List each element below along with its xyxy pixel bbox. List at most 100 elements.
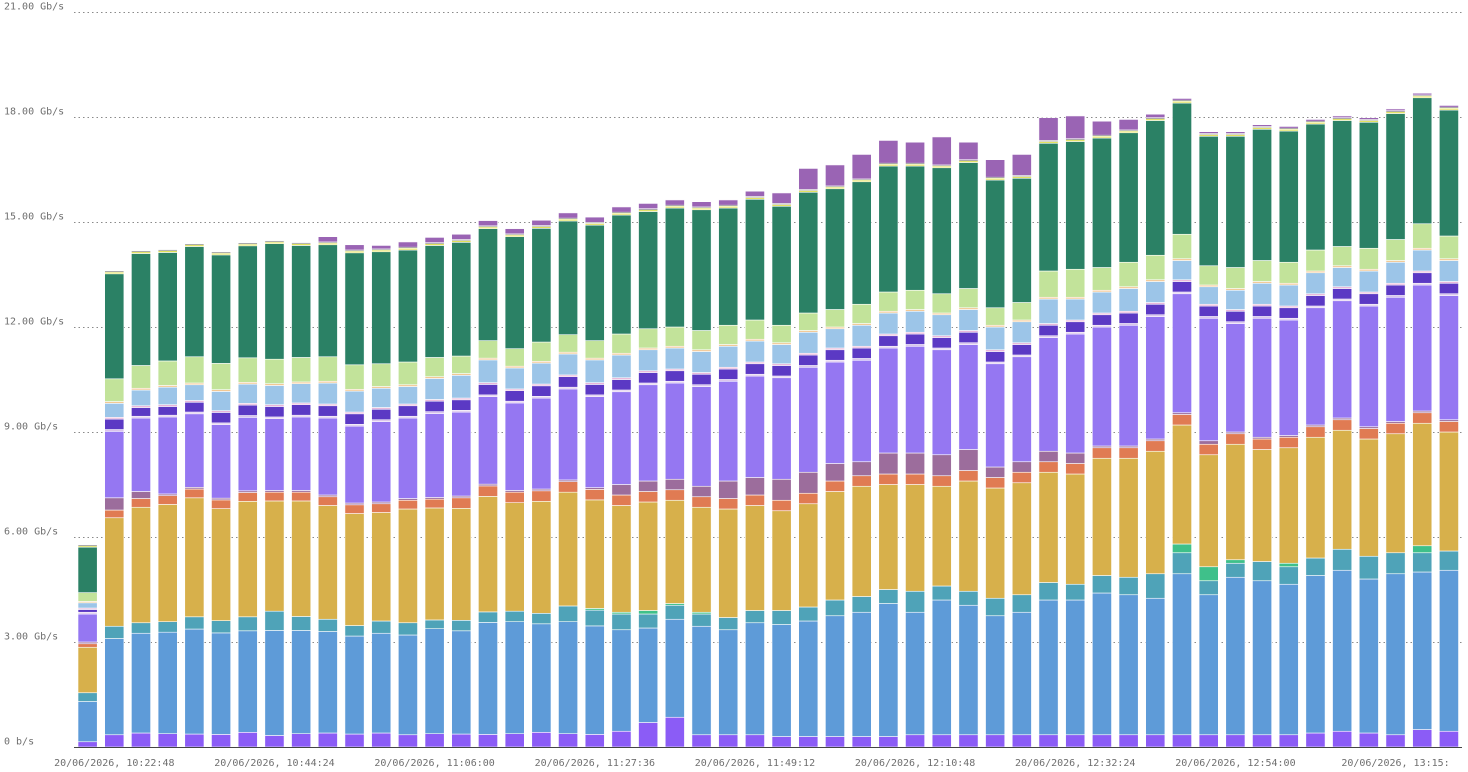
bar-segment-15-17 [478,220,498,227]
bar-segment-31-17 [905,141,925,164]
bar-segment-1-1 [104,638,125,736]
bar-segment-21-3 [638,610,659,615]
bar-segment-22-14 [664,207,685,328]
bar-segment-4-16 [184,243,205,246]
bar-segment-47-9 [1332,288,1353,300]
bar-segment-51-4 [1439,431,1459,552]
bar-segment-51-7 [1439,295,1459,421]
bar-segment-39-17 [1118,119,1139,131]
bar-segment-7-1 [264,630,285,736]
bar-segment-9-2 [317,618,338,632]
bar-segment-26-4 [771,510,792,611]
bar-segment-51-17 [1439,105,1459,108]
bar-segment-33-4 [958,480,979,592]
bar-segment-25-2 [745,610,765,624]
bar-segment-21-1 [638,627,659,723]
bar-segment-20-6 [611,484,632,496]
bar-segment-24-6 [718,480,739,499]
bar-segment-18-2 [558,605,578,623]
bar-segment-2-7 [131,417,151,492]
bar-segment-1-4 [104,517,125,627]
bar-segment-51-9 [1439,282,1459,295]
bar-segment-45-9 [1278,307,1299,319]
bar-segment-32-0 [931,734,952,748]
bar-segment-35-13 [1011,302,1032,321]
bar-segment-13-9 [424,400,445,413]
bar-stack-3 [157,249,178,748]
bar-segment-28-4 [825,491,845,601]
grid-layer: 0 b/s 3.00 Gb/s 6.00 Gb/s 9.00 Gb/s 12.00 Gb… [4,2,1462,748]
bar-segment-44-7 [1252,317,1272,438]
bar-segment-1-13 [104,378,125,402]
bar-segment-14-0 [451,733,472,748]
bar-segment-30-17 [878,140,899,164]
bar-stack-35 [1011,154,1032,748]
bar-segment-12-9 [398,405,418,417]
bar-segment-15-2 [478,611,498,623]
bar-segment-1-7 [104,430,125,499]
bar-segment-17-7 [531,397,552,490]
bar-segment-14-1 [451,630,472,735]
bar-segment-23-11 [691,351,712,373]
bar-segment-35-17 [1011,154,1032,176]
bar-segment-19-7 [584,396,605,488]
bar-segment-34-11 [985,326,1006,351]
bar-segment-42-1 [1198,594,1219,736]
bar-segment-24-2 [718,617,739,631]
bar-segment-49-14 [1385,113,1406,240]
bar-segment-21-0 [638,722,659,748]
bar-segment-41-17 [1172,98,1192,101]
y-tick-label-6: 18.00 Gb/s [4,107,64,118]
bar-segment-3-1 [157,631,178,735]
bar-segment-42-5 [1198,443,1219,456]
bar-segment-42-17 [1198,131,1219,134]
bar-segment-48-0 [1358,732,1379,748]
bar-stack-27 [798,168,819,748]
bar-segment-8-13 [291,357,312,383]
bar-segment-39-7 [1118,324,1139,447]
bar-segment-48-2 [1358,555,1379,580]
bar-segment-41-4 [1172,424,1192,545]
bar-segment-25-9 [745,363,765,375]
bar-segment-23-2 [691,613,712,627]
bar-segment-20-11 [611,354,632,379]
bar-stack-22 [664,199,685,748]
bar-segment-23-7 [691,386,712,487]
bar-segment-39-5 [1118,447,1139,459]
bar-segment-4-1 [184,628,205,735]
bar-segment-49-1 [1385,573,1406,736]
bar-segment-50-0 [1412,729,1433,748]
bar-segment-35-14 [1011,177,1032,303]
bar-segment-34-1 [985,615,1006,736]
bar-segment-24-1 [718,629,739,736]
bar-segment-45-4 [1278,447,1299,564]
bar-segment-39-1 [1118,594,1139,736]
bar-segment-51-14 [1439,109,1459,237]
bar-segment-27-7 [798,366,819,473]
bar-segment-19-9 [584,384,605,396]
bar-segment-1-0 [104,734,125,748]
bar-segment-16-17 [504,228,525,235]
bar-segment-17-0 [531,731,552,748]
bar-segment-34-0 [985,734,1006,748]
bar-segment-39-13 [1118,261,1139,288]
bar-segment-31-14 [905,165,925,291]
bar-segment-10-2 [344,625,365,637]
bar-segment-13-2 [424,619,445,630]
bar-segment-25-11 [745,340,765,363]
bar-segment-15-1 [478,622,498,735]
bar-segment-16-1 [504,621,525,735]
bar-segment-3-2 [157,621,178,633]
bar-segment-34-7 [985,363,1006,468]
bar-segment-14-11 [451,374,472,399]
bar-stack-46 [1305,119,1326,748]
bar-segment-2-4 [131,506,151,624]
bar-stack-4 [184,243,205,748]
bar-segment-45-5 [1278,436,1299,449]
bar-segment-9-13 [317,356,338,382]
bar-segment-40-1 [1145,597,1166,736]
bar-segment-39-2 [1118,576,1139,596]
bar-segment-40-7 [1145,316,1166,440]
bar-segment-47-5 [1332,419,1353,431]
bar-stack-47 [1332,115,1353,748]
